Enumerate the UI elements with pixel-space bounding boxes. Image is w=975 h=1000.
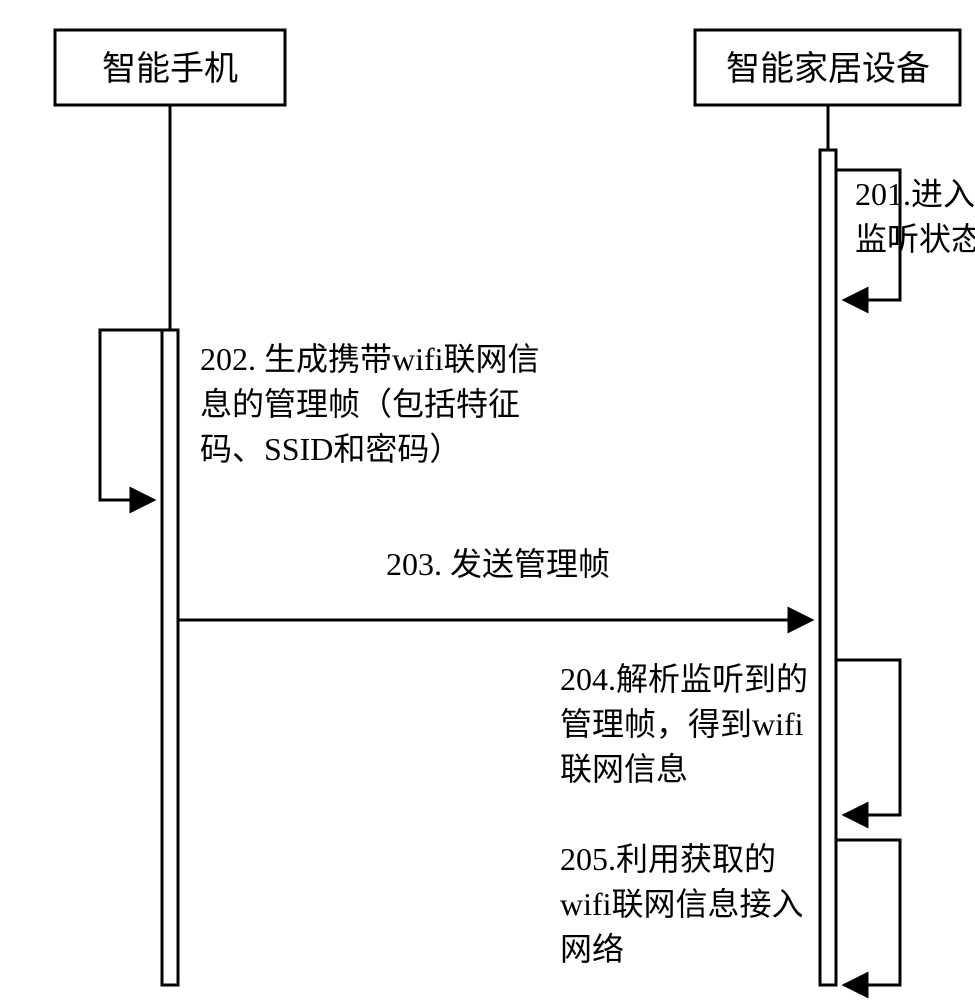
activation-left <box>162 330 178 985</box>
msg-202-loop <box>100 330 162 500</box>
lifeline-title-left: 智能手机 <box>102 50 238 88</box>
msg-205-label-3: 网络 <box>560 931 624 967</box>
msg-203-label: 203. 发送管理帧 <box>386 546 610 582</box>
msg-202-label-1: 202. 生成携带wifi联网信 <box>200 341 540 377</box>
msg-201: 201.进入 监听状态 <box>836 170 975 300</box>
msg-204-label-3: 联网信息 <box>560 751 688 787</box>
msg-203: 203. 发送管理帧 <box>178 546 810 620</box>
msg-205-label-1: 205.利用获取的 <box>560 841 776 877</box>
lifeline-title-right: 智能家居设备 <box>726 50 930 88</box>
msg-201-label-2: 监听状态 <box>855 221 975 257</box>
msg-204-label-1: 204.解析监听到的 <box>560 661 808 697</box>
lifeline-smartphone: 智能手机 <box>55 30 285 985</box>
msg-205-loop <box>836 840 900 985</box>
msg-201-label-1: 201.进入 <box>855 176 975 212</box>
msg-204-label-2: 管理帧，得到wifi <box>560 706 804 742</box>
msg-202-label-3: 码、SSID和密码） <box>200 431 461 467</box>
msg-204-loop <box>836 660 900 815</box>
msg-204: 204.解析监听到的 管理帧，得到wifi 联网信息 <box>560 660 900 815</box>
msg-205-label-2: wifi联网信息接入 <box>560 886 804 922</box>
msg-205: 205.利用获取的 wifi联网信息接入 网络 <box>560 840 900 985</box>
msg-202-label-2: 息的管理帧（包括特征 <box>200 386 520 422</box>
activation-right <box>820 150 836 985</box>
sequence-diagram: 智能手机 智能家居设备 201.进入 监听状态 202. 生成携带wifi联网信… <box>0 0 975 1000</box>
